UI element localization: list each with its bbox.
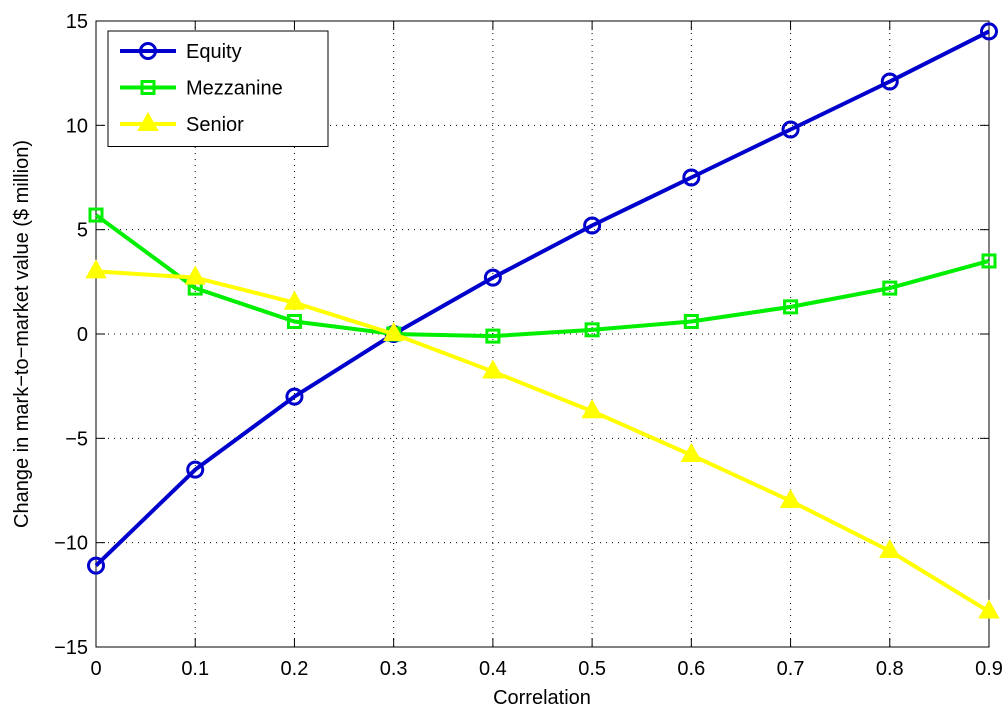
- x-tick-label: 0.1: [181, 658, 209, 680]
- series-layer: [85, 22, 1000, 619]
- data-point-senior: [581, 399, 603, 419]
- data-point-senior: [283, 290, 306, 310]
- legend-label-mezzanine: Mezzanine: [186, 78, 283, 100]
- data-point-senior: [680, 442, 703, 463]
- data-point-legend-equity: [139, 42, 157, 60]
- series-equity: [87, 22, 998, 575]
- series-senior: [85, 259, 1000, 619]
- legend-item-mezzanine: Mezzanine: [120, 78, 283, 100]
- legend: Equity Mezzanine Senior: [107, 30, 329, 147]
- legend-label-senior: Senior: [186, 114, 244, 136]
- axis-ticks: [95, 20, 990, 648]
- data-point-equity: [880, 72, 899, 91]
- data-point-mezzanine: [683, 313, 699, 329]
- data-point-legend-mezzanine: [140, 80, 156, 95]
- data-point-equity: [285, 387, 304, 406]
- data-point-equity: [483, 268, 502, 287]
- y-tick-label: 15: [66, 11, 88, 33]
- data-point-senior: [779, 488, 802, 508]
- x-axis-label: Correlation: [493, 687, 591, 709]
- data-point-senior: [879, 538, 901, 559]
- data-point-equity: [186, 460, 205, 479]
- data-point-mezzanine: [882, 280, 898, 296]
- x-tick-label: 0.6: [677, 658, 705, 680]
- data-point-mezzanine: [88, 207, 104, 223]
- x-tick-label: 0.7: [777, 658, 805, 680]
- y-tick-label: 0: [77, 324, 88, 346]
- data-point-senior: [85, 259, 107, 279]
- y-tick-label: −5: [65, 428, 88, 450]
- data-point-mezzanine: [981, 253, 997, 269]
- series-line-senior: [95, 269, 991, 614]
- x-tick-label: 0.8: [876, 658, 904, 680]
- x-tick-label: 0.9: [975, 658, 1003, 680]
- data-point-equity: [87, 556, 105, 575]
- legend-label-equity: Equity: [186, 41, 242, 63]
- data-point-equity: [781, 120, 800, 139]
- legend-item-senior: Senior: [120, 111, 244, 136]
- data-point-mezzanine: [783, 299, 799, 315]
- y-tick-label: 5: [77, 220, 88, 242]
- x-tick-label: 0.4: [479, 658, 507, 680]
- series-line-mezzanine: [94, 213, 990, 339]
- data-point-mezzanine: [584, 322, 600, 338]
- x-tick-label: 0: [90, 658, 101, 680]
- y-tick-label: −15: [54, 637, 88, 659]
- tick-labels: 0 0.1 0.2 0.3 0.4 0.5 0.6 0.7 0.8 0.9 −15 −10 −5 0 5 10…: [54, 11, 1003, 680]
- data-point-senior: [382, 321, 405, 341]
- data-point-equity: [682, 168, 701, 187]
- data-point-mezzanine: [286, 313, 302, 329]
- y-tick-label: −10: [54, 533, 88, 555]
- y-axis-label: Change in mark−to−market value ($ millio…: [11, 140, 33, 528]
- series-line-equity: [94, 29, 990, 568]
- x-tick-label: 0.3: [380, 658, 408, 680]
- legend-item-equity: Equity: [120, 41, 242, 63]
- x-tick-label: 0.2: [281, 658, 309, 680]
- data-point-legend-senior: [137, 111, 159, 131]
- data-point-mezzanine: [485, 328, 501, 344]
- data-point-equity: [583, 216, 602, 235]
- y-tick-label: 10: [66, 115, 88, 137]
- data-point-senior: [482, 359, 504, 379]
- x-tick-label: 0.5: [578, 658, 606, 680]
- data-point-senior: [184, 265, 206, 285]
- data-point-equity: [980, 22, 998, 41]
- data-point-senior: [978, 599, 1000, 619]
